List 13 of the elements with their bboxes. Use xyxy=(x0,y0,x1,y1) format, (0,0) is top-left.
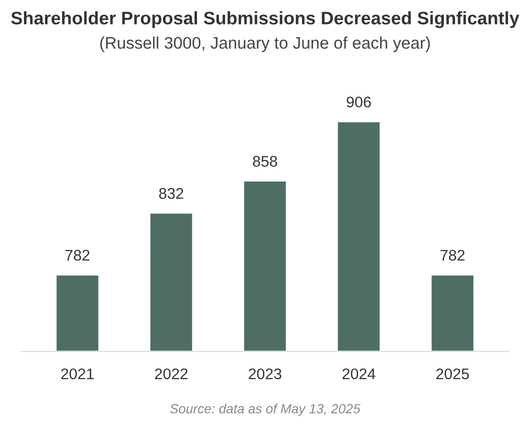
data-label: 832 xyxy=(159,188,184,199)
chart-title: Shareholder Proposal Submissions Decreased Signficantly xyxy=(11,11,520,28)
chart-subtitle: (Russell 3000, January to June of each year) xyxy=(100,36,430,52)
x-tick-label: 2024 xyxy=(342,368,376,380)
data-label: 906 xyxy=(346,96,371,108)
x-tick-label: 2025 xyxy=(436,368,469,380)
source-note: Source: data as of May 13, 2025 xyxy=(170,404,360,416)
x-tick-label: 2023 xyxy=(248,368,282,380)
x-tick-label: 2022 xyxy=(155,368,188,380)
data-label: 782 xyxy=(66,250,90,261)
data-label: 782 xyxy=(440,250,465,261)
data-label: 858 xyxy=(252,156,278,167)
x-tick-label: 2021 xyxy=(61,368,94,380)
